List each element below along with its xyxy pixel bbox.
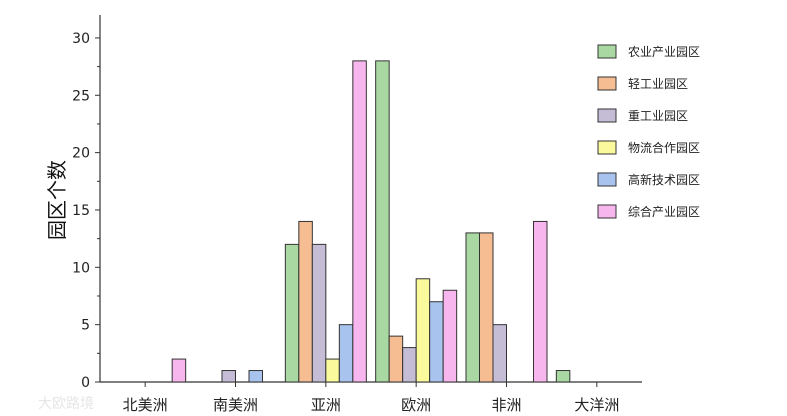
- x-category-label: 亚洲: [311, 396, 341, 414]
- y-tick-label: 25: [72, 88, 90, 104]
- y-tick-label: 20: [72, 146, 90, 162]
- legend-label: 重工业园区: [628, 109, 688, 123]
- bar: [465, 232, 480, 383]
- bar: [298, 220, 313, 383]
- bar: [492, 324, 507, 383]
- bar: [388, 335, 404, 383]
- bar: [442, 289, 458, 383]
- axes: [99, 15, 642, 383]
- legend-swatch: [597, 172, 617, 187]
- x-category-label: 非洲: [491, 396, 521, 414]
- y-tick-label: 10: [72, 260, 90, 276]
- x-category-label: 北美洲: [123, 396, 168, 414]
- bar: [325, 358, 340, 383]
- legend-swatch: [597, 108, 617, 123]
- bar: [311, 243, 327, 383]
- bar: [221, 370, 236, 383]
- bar: [429, 301, 444, 383]
- x-category-label: 南美洲: [213, 396, 258, 414]
- y-tick-label: 0: [81, 375, 90, 391]
- bar: [248, 370, 263, 383]
- legend-swatch: [597, 44, 617, 59]
- legend-swatch: [597, 204, 617, 219]
- bar: [171, 358, 187, 383]
- bar: [352, 60, 367, 383]
- y-axis-title: 园区个数: [45, 160, 69, 240]
- y-tick-label: 5: [81, 318, 90, 334]
- bar: [338, 324, 354, 383]
- watermark-text: 大欧路境: [38, 396, 94, 412]
- bar: [479, 232, 494, 383]
- legend-swatch: [597, 76, 617, 91]
- bar: [533, 220, 548, 383]
- legend-label: 高新技术园区: [628, 172, 700, 187]
- x-category-label: 欧洲: [401, 396, 431, 414]
- y-tick-label: 30: [72, 31, 90, 47]
- x-category-labels: 北美洲 南美洲 亚洲 欧洲 非洲 大洋洲: [123, 382, 619, 414]
- bar: [555, 370, 571, 383]
- legend-swatch: [597, 140, 617, 155]
- legend-label: 综合产业园区: [628, 204, 700, 219]
- bars: [171, 60, 571, 383]
- legend-label: 农业产业园区: [628, 45, 700, 59]
- legend-label: 轻工业园区: [628, 77, 688, 91]
- y-tick-label: 15: [72, 203, 90, 219]
- bar: [402, 347, 417, 383]
- legend-label: 物流合作园区: [628, 140, 700, 155]
- bar: [375, 60, 390, 383]
- x-category-label: 大洋洲: [574, 396, 619, 414]
- bar: [284, 243, 300, 383]
- bar: [415, 278, 431, 383]
- y-ticks: 0 5 10 15 20 25 30: [72, 31, 100, 391]
